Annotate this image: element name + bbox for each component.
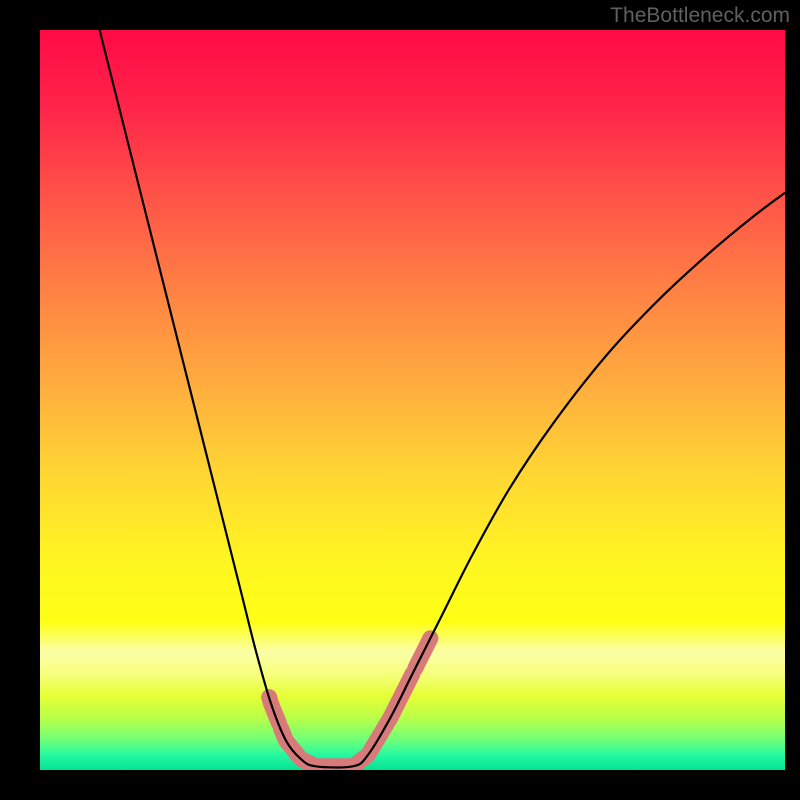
plot-area <box>40 30 785 770</box>
marker-segments <box>269 638 430 766</box>
curve-overlay <box>40 30 785 770</box>
v-curve <box>100 30 785 767</box>
watermark-text: TheBottleneck.com <box>610 4 790 28</box>
chart-container: TheBottleneck.com <box>0 0 800 800</box>
